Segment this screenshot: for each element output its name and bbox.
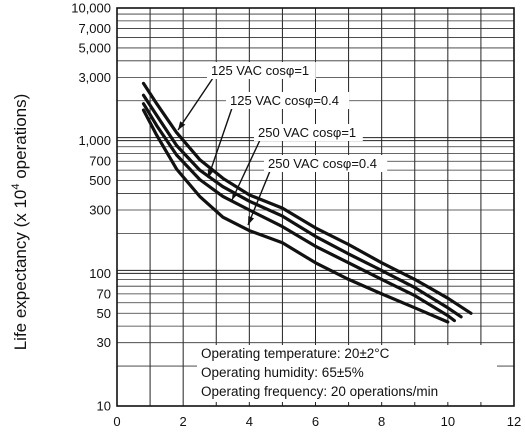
- y-tick-label-6: 500: [89, 173, 111, 188]
- curves: [141, 81, 473, 324]
- y-tick-label-2: 50: [97, 306, 111, 321]
- x-tick-label-6: 12: [507, 414, 521, 429]
- annotation-frequency: Operating frequency: 20 operations/min: [201, 384, 438, 399]
- series-label-1: 125 VAC cosφ=0.4: [230, 93, 339, 108]
- y-tick-label-11: 7,000: [78, 21, 111, 36]
- y-axis-label-tail: operations): [11, 94, 30, 184]
- series-label-bg-3: [264, 155, 388, 172]
- x-tick-label-3: 6: [312, 414, 319, 429]
- series-label-bg-1: [226, 92, 350, 109]
- series-labels: 125 VAC cosφ=1 125 VAC cosφ=0.4 250 VAC co…: [207, 62, 388, 172]
- y-tick-label-0: 10: [97, 399, 111, 414]
- y-axis-label-exponent: 4: [10, 184, 22, 190]
- x-tick-label-4: 8: [378, 414, 385, 429]
- y-tick-label-8: 1,000: [78, 133, 111, 148]
- conditions-box: [197, 345, 497, 402]
- x-tick-label-2: 4: [246, 414, 253, 429]
- x-tick-label-0: 0: [113, 414, 120, 429]
- series-label-2: 250 VAC cosφ=1: [258, 125, 356, 140]
- y-tick-label-10: 5,000: [78, 40, 111, 55]
- plot-frame: [116, 7, 515, 407]
- y-tick-label-1: 30: [97, 335, 111, 350]
- y-tick-label-4: 100: [89, 266, 111, 281]
- leader-line-3: [247, 170, 271, 226]
- y-axis-label: Life expectancy (x 104 operations): [10, 94, 30, 351]
- series-label-bg-0: [207, 62, 316, 79]
- leader-arrow-2: [232, 191, 239, 200]
- y-tick-label-12: 10,000: [71, 1, 111, 16]
- series-label-0: 125 VAC cosφ=1: [211, 63, 309, 78]
- annotation-temperature: Operating temperature: 20±2°C: [201, 346, 390, 361]
- leader-arrow-3: [248, 216, 255, 225]
- y-tick-label-9: 3,000: [78, 70, 111, 85]
- series-line-3: [141, 108, 450, 324]
- y-axis-label-main: Life expectancy (x 10: [11, 190, 30, 351]
- y-tick-label-3: 70: [97, 286, 111, 301]
- leader-line-1: [207, 107, 233, 179]
- series-label-3: 250 VAC cosφ=0.4: [268, 156, 377, 171]
- y-tick-label-5: 300: [89, 203, 111, 218]
- leader-line-2: [231, 139, 261, 201]
- x-tick-label-5: 10: [441, 414, 455, 429]
- x-tick-label-1: 2: [180, 414, 187, 429]
- y-tick-label-7: 700: [89, 154, 111, 169]
- leader-line-0: [177, 77, 214, 131]
- series-line-1: [141, 93, 463, 319]
- tick-labels: 0 2 4 6 8 10 12 10 30 50 70 100 300 500 700 1,000 3,000 5…: [71, 1, 521, 430]
- leader-arrow-0: [178, 121, 186, 130]
- leader-arrow-1: [207, 169, 214, 178]
- series-line-2: [141, 102, 456, 323]
- annotation-humidity: Operating humidity: 65±5%: [201, 365, 364, 380]
- leaders: [177, 77, 271, 226]
- series-line-0: [141, 81, 473, 315]
- series-label-bg-2: [254, 124, 363, 141]
